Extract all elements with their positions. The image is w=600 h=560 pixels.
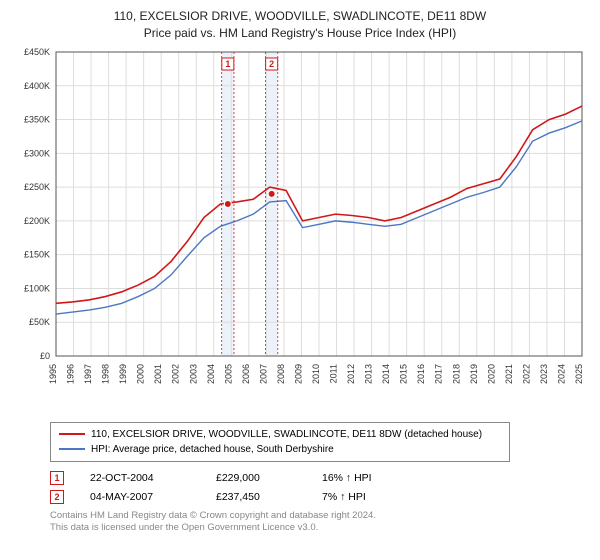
svg-text:£50K: £50K: [29, 317, 50, 327]
footer-line-2: This data is licensed under the Open Gov…: [50, 522, 588, 534]
svg-text:2021: 2021: [504, 364, 514, 384]
title-line-2: Price paid vs. HM Land Registry's House …: [12, 25, 588, 42]
svg-text:£150K: £150K: [24, 249, 50, 259]
svg-text:2009: 2009: [293, 364, 303, 384]
legend-label-hpi: HPI: Average price, detached house, Sout…: [91, 442, 334, 457]
svg-text:1998: 1998: [101, 364, 111, 384]
svg-text:£400K: £400K: [24, 80, 50, 90]
svg-text:2025: 2025: [574, 364, 584, 384]
svg-text:2014: 2014: [381, 364, 391, 384]
legend-row-hpi: HPI: Average price, detached house, Sout…: [59, 442, 501, 457]
svg-text:£250K: £250K: [24, 182, 50, 192]
svg-text:1: 1: [225, 59, 230, 69]
svg-text:2005: 2005: [223, 364, 233, 384]
svg-text:2017: 2017: [434, 364, 444, 384]
svg-text:2019: 2019: [469, 364, 479, 384]
svg-text:2018: 2018: [451, 364, 461, 384]
sales-list: 1 22-OCT-2004 £229,000 16% ↑ HPI 2 04-MA…: [50, 471, 588, 504]
footer-line-1: Contains HM Land Registry data © Crown c…: [50, 510, 588, 522]
svg-text:£300K: £300K: [24, 148, 50, 158]
svg-text:2020: 2020: [486, 364, 496, 384]
sale-price: £237,450: [216, 491, 296, 503]
title-line-1: 110, EXCELSIOR DRIVE, WOODVILLE, SWADLIN…: [12, 8, 588, 25]
svg-text:£200K: £200K: [24, 215, 50, 225]
svg-text:2008: 2008: [276, 364, 286, 384]
svg-text:1999: 1999: [118, 364, 128, 384]
svg-text:2002: 2002: [171, 364, 181, 384]
legend: 110, EXCELSIOR DRIVE, WOODVILLE, SWADLIN…: [50, 422, 510, 462]
legend-swatch-property: [59, 433, 85, 435]
svg-text:£100K: £100K: [24, 283, 50, 293]
sale-date: 22-OCT-2004: [90, 472, 190, 484]
svg-text:£450K: £450K: [24, 47, 50, 57]
chart-svg: £0 £50K £100K £150K £200K £250K £300K £350K £400…: [12, 46, 588, 416]
svg-text:2013: 2013: [364, 364, 374, 384]
svg-text:2012: 2012: [346, 364, 356, 384]
svg-text:2007: 2007: [258, 364, 268, 384]
svg-text:2010: 2010: [311, 364, 321, 384]
footer: Contains HM Land Registry data © Crown c…: [50, 510, 588, 535]
svg-text:2022: 2022: [521, 364, 531, 384]
legend-swatch-hpi: [59, 448, 85, 450]
legend-row-property: 110, EXCELSIOR DRIVE, WOODVILLE, SWADLIN…: [59, 427, 501, 442]
sale-delta: 7% ↑ HPI: [322, 491, 366, 503]
sale-row: 1 22-OCT-2004 £229,000 16% ↑ HPI: [50, 471, 588, 485]
svg-text:2023: 2023: [539, 364, 549, 384]
svg-text:1997: 1997: [83, 364, 93, 384]
price-chart: £0 £50K £100K £150K £200K £250K £300K £350K £400…: [12, 46, 588, 416]
svg-text:2: 2: [269, 59, 274, 69]
sale-delta: 16% ↑ HPI: [322, 472, 372, 484]
svg-text:2004: 2004: [206, 364, 216, 384]
sale-date: 04-MAY-2007: [90, 491, 190, 503]
legend-label-property: 110, EXCELSIOR DRIVE, WOODVILLE, SWADLIN…: [91, 427, 482, 442]
svg-text:2000: 2000: [136, 364, 146, 384]
sale-marker-2: 2: [50, 490, 64, 504]
svg-text:2011: 2011: [329, 364, 339, 383]
chart-title: 110, EXCELSIOR DRIVE, WOODVILLE, SWADLIN…: [12, 8, 588, 42]
svg-text:2016: 2016: [416, 364, 426, 384]
svg-text:2015: 2015: [399, 364, 409, 384]
svg-text:2001: 2001: [153, 364, 163, 384]
sale-marker-1: 1: [50, 471, 64, 485]
svg-text:2006: 2006: [241, 364, 251, 384]
sale-row: 2 04-MAY-2007 £237,450 7% ↑ HPI: [50, 490, 588, 504]
svg-text:1995: 1995: [48, 364, 58, 384]
sale-price: £229,000: [216, 472, 296, 484]
svg-text:£350K: £350K: [24, 114, 50, 124]
svg-text:2024: 2024: [556, 364, 566, 384]
svg-text:1996: 1996: [66, 364, 76, 384]
svg-text:2003: 2003: [188, 364, 198, 384]
svg-text:£0: £0: [40, 351, 50, 361]
